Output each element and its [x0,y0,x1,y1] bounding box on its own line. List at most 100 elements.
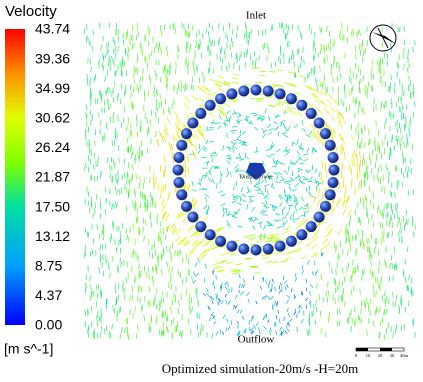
flow-vector [368,238,370,245]
flow-vector [194,133,199,141]
flow-vector [342,117,347,125]
flow-vector [138,146,141,153]
flow-vector [319,90,326,96]
flow-vector [174,111,179,118]
flow-vector [276,175,279,181]
flow-vector [149,326,152,333]
flow-vector [284,199,289,204]
flow-vector [347,249,349,256]
flow-vector [255,189,261,192]
flow-vector [267,234,275,237]
flow-vector [286,106,293,110]
flow-vector [221,112,228,117]
flow-vector [202,215,208,222]
flow-vector [196,287,198,294]
flow-vector [265,240,273,243]
flow-vector [207,304,210,310]
flow-vector [147,127,150,134]
flow-vector [305,278,308,283]
flow-vector [275,161,280,165]
flow-vector [357,28,360,35]
flow-vector [361,137,363,144]
flow-vector [262,160,265,166]
flow-vector [315,222,322,229]
flow-vector [317,189,321,197]
flow-vector [260,209,265,214]
flow-vector [370,232,373,240]
flow-vector [316,199,321,207]
flow-vector [282,110,289,114]
flow-vector [313,146,316,153]
flow-vector [222,331,225,335]
flow-vector [149,192,151,199]
flow-vector [241,130,246,135]
flow-vector [233,270,240,272]
flow-vector [236,57,238,64]
flow-vector [139,42,142,49]
flow-vector [223,103,231,107]
flow-vector [116,202,118,208]
flow-vector [229,171,232,178]
tower [215,235,227,247]
flow-vector [351,235,354,242]
flow-vector [398,236,400,243]
flow-vector [123,106,126,113]
flow-vector [378,332,380,339]
flow-vector [291,161,297,166]
flow-vector [170,143,174,152]
flow-vector [373,320,375,327]
flow-vector [185,276,188,283]
flow-vector [125,228,127,235]
flow-vector [359,159,362,167]
flow-vector [112,158,115,165]
flow-vector [231,111,237,115]
flow-vector [231,37,233,43]
flow-vector [397,214,399,221]
flow-vector [262,256,270,259]
flow-vector [269,204,276,207]
flow-vector [341,142,345,151]
flow-vector [113,60,115,67]
flow-vector [101,135,104,142]
flow-vector [351,177,353,185]
flow-vector [270,142,274,148]
flow-vector [394,328,396,335]
flow-vector [85,34,88,41]
flow-vector [379,332,381,339]
flow-vector [215,331,219,336]
flow-vector [226,167,229,173]
flow-vector [170,255,173,262]
flow-vector [325,241,331,248]
flow-vector [160,132,164,140]
flow-vector [378,267,380,274]
flow-vector [164,123,169,131]
flow-vector [355,96,358,104]
color-bar-tick-label: 39.36 [35,50,70,66]
tower [238,243,250,255]
flow-vector [199,130,205,137]
flow-vector [204,263,208,269]
flow-vector [133,86,135,93]
flow-vector [183,182,186,190]
flow-vector [326,54,328,61]
flow-vector [100,93,103,99]
flow-vector [198,254,205,260]
flow-vector [138,270,140,277]
flow-vector [226,154,232,157]
vector-field [83,22,416,341]
tower [226,88,238,100]
flow-vector [408,300,410,307]
flow-vector [205,287,209,293]
flow-vector [151,50,153,57]
flow-vector [283,220,289,225]
flow-vector [337,61,340,68]
tower [173,177,185,189]
flow-vector [227,326,231,331]
flow-vector [211,245,219,250]
flow-vector [311,244,318,250]
flow-vector [159,191,162,199]
flow-vector [114,162,116,169]
flow-vector [320,47,322,54]
flow-vector [339,308,341,315]
flow-vector [290,177,295,182]
